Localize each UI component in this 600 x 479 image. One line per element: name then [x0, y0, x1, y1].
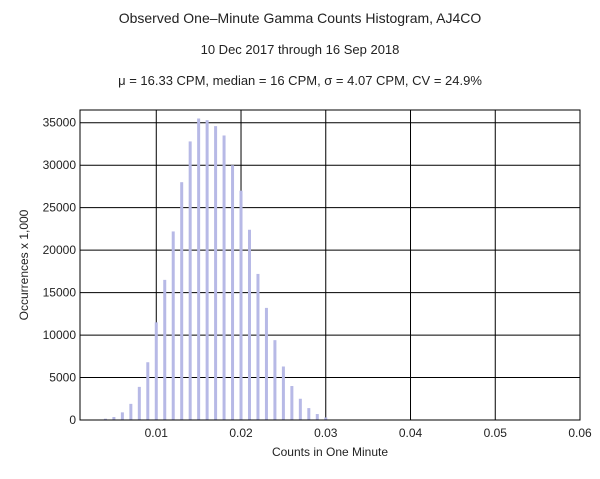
- x-tick-label: 0.05: [484, 426, 508, 440]
- histogram-bar: [298, 398, 302, 420]
- histogram-bar: [180, 182, 184, 420]
- chart-stats: μ = 16.33 CPM, median = 16 CPM, σ = 4.07…: [118, 73, 482, 88]
- y-tick-label: 25000: [43, 201, 77, 215]
- histogram-bar: [273, 340, 277, 420]
- histogram-bar: [163, 279, 167, 420]
- y-tick-label: 5000: [49, 371, 76, 385]
- x-ticks: 0.01 0.02 0.03 0.04 0.05 0.06: [145, 426, 592, 440]
- histogram-bar: [315, 414, 319, 420]
- histogram-bar: [290, 386, 294, 420]
- y-tick-label: 15000: [43, 286, 77, 300]
- y-tick-label: 20000: [43, 243, 77, 257]
- histogram-bar: [188, 141, 192, 420]
- histogram-bar: [256, 273, 260, 420]
- histogram-bar: [146, 362, 150, 420]
- bars: [103, 118, 328, 421]
- y-tick-label: 35000: [43, 116, 77, 130]
- histogram-bar: [197, 118, 201, 420]
- histogram-bar: [214, 126, 218, 420]
- chart-title: Observed One–Minute Gamma Counts Histogr…: [118, 10, 482, 26]
- histogram-bar: [222, 135, 226, 421]
- histogram-bar: [205, 120, 209, 421]
- x-tick-label: 0.03: [314, 426, 338, 440]
- histogram-bar: [103, 418, 107, 420]
- histogram-bar: [231, 165, 235, 420]
- histogram-bar: [247, 229, 251, 420]
- histogram-bar: [171, 231, 175, 420]
- histogram-bar: [112, 417, 116, 420]
- y-ticks: 0 5000 10000 15000 20000 25000 30000 35000: [43, 116, 77, 427]
- histogram-bar: [324, 417, 328, 420]
- y-tick-label: 10000: [43, 328, 77, 342]
- y-tick-label: 0: [69, 413, 76, 427]
- histogram-bar: [264, 307, 268, 420]
- y-axis-label: Occurrences x 1,000: [17, 209, 31, 320]
- histogram-bar: [281, 366, 285, 420]
- histogram-bar: [307, 408, 311, 420]
- histogram-bar: [129, 403, 133, 420]
- chart-subtitle: 10 Dec 2017 through 16 Sep 2018: [200, 42, 400, 57]
- plot-frame: [79, 109, 581, 421]
- x-tick-label: 0.04: [399, 426, 423, 440]
- histogram-bar: [137, 386, 141, 420]
- histogram-bar: [154, 322, 158, 420]
- histogram-bar: [239, 190, 243, 420]
- x-axis-label: Counts in One Minute: [272, 445, 388, 459]
- x-tick-label: 0.06: [568, 426, 592, 440]
- x-tick-label: 0.01: [145, 426, 169, 440]
- histogram-bar: [120, 412, 124, 420]
- x-tick-label: 0.02: [229, 426, 253, 440]
- y-tick-label: 30000: [43, 158, 77, 172]
